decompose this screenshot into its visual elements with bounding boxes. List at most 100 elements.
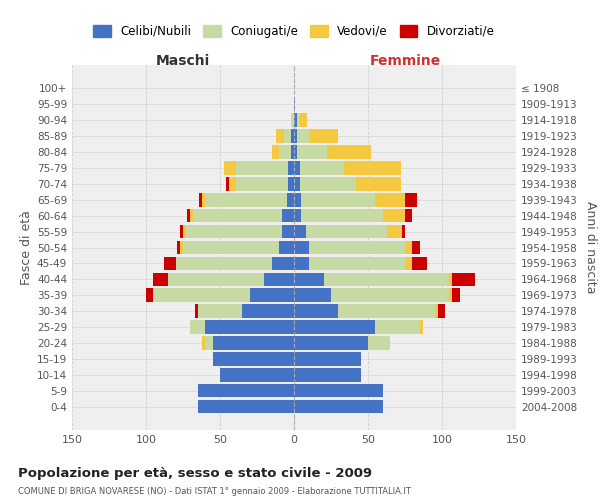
Bar — [437, 304, 445, 318]
Bar — [294, 272, 323, 286]
Bar — [176, 256, 272, 270]
Bar — [449, 272, 452, 286]
Bar — [294, 368, 361, 382]
Bar — [356, 177, 401, 190]
Bar — [265, 272, 294, 286]
Bar — [405, 240, 412, 254]
Bar — [294, 352, 361, 366]
Bar — [405, 209, 412, 222]
Bar — [282, 225, 294, 238]
Bar — [301, 193, 376, 206]
Bar — [187, 209, 190, 222]
Bar — [294, 320, 376, 334]
Bar — [412, 256, 427, 270]
Bar — [180, 240, 183, 254]
Bar — [309, 240, 405, 254]
Bar — [236, 177, 288, 190]
Bar — [205, 320, 294, 334]
Bar — [212, 352, 294, 366]
Bar — [338, 304, 434, 318]
Bar — [229, 177, 236, 190]
Bar — [294, 304, 338, 318]
Bar — [250, 288, 294, 302]
Legend: Celibi/Nubili, Coniugati/e, Vedovi/e, Divorziati/e: Celibi/Nubili, Coniugati/e, Vedovi/e, Di… — [89, 20, 499, 42]
Bar — [412, 240, 420, 254]
Bar — [212, 336, 294, 350]
Bar — [306, 225, 387, 238]
Bar — [405, 256, 412, 270]
Bar — [282, 209, 294, 222]
Bar — [242, 304, 294, 318]
Bar — [272, 256, 294, 270]
Bar — [288, 177, 294, 190]
Bar — [452, 288, 460, 302]
Bar — [288, 161, 294, 174]
Bar — [434, 304, 437, 318]
Bar — [279, 240, 294, 254]
Bar — [294, 193, 301, 206]
Bar — [193, 209, 282, 222]
Bar — [190, 320, 205, 334]
Bar — [168, 272, 265, 286]
Bar — [202, 193, 205, 206]
Bar — [272, 145, 279, 159]
Bar — [294, 145, 297, 159]
Bar — [276, 130, 284, 143]
Bar — [297, 114, 300, 127]
Bar — [294, 161, 300, 174]
Bar — [294, 336, 368, 350]
Bar — [383, 209, 405, 222]
Bar — [291, 130, 294, 143]
Bar — [190, 209, 193, 222]
Bar — [294, 225, 306, 238]
Bar — [420, 320, 423, 334]
Bar — [376, 320, 420, 334]
Bar — [291, 114, 294, 127]
Bar — [294, 240, 309, 254]
Bar — [300, 161, 344, 174]
Bar — [198, 304, 242, 318]
Bar — [402, 225, 405, 238]
Bar — [294, 177, 300, 190]
Bar — [387, 225, 402, 238]
Bar — [180, 225, 183, 238]
Bar — [146, 288, 154, 302]
Bar — [294, 130, 297, 143]
Bar — [220, 368, 294, 382]
Bar — [309, 256, 405, 270]
Bar — [309, 130, 338, 143]
Bar — [331, 288, 449, 302]
Bar — [205, 193, 287, 206]
Y-axis label: Fasce di età: Fasce di età — [20, 210, 33, 285]
Text: Femmine: Femmine — [370, 54, 440, 68]
Bar — [368, 336, 390, 350]
Bar — [226, 177, 229, 190]
Bar — [300, 177, 356, 190]
Bar — [199, 193, 202, 206]
Bar — [183, 225, 186, 238]
Text: COMUNE DI BRIGA NOVARESE (NO) - Dati ISTAT 1° gennaio 2009 - Elaborazione TUTTIT: COMUNE DI BRIGA NOVARESE (NO) - Dati IST… — [18, 488, 411, 496]
Bar — [344, 161, 401, 174]
Bar — [323, 272, 449, 286]
Bar — [164, 256, 176, 270]
Text: Popolazione per età, sesso e stato civile - 2009: Popolazione per età, sesso e stato civil… — [18, 468, 372, 480]
Bar — [300, 114, 307, 127]
Bar — [294, 400, 383, 413]
Bar — [198, 400, 294, 413]
Bar — [405, 193, 417, 206]
Bar — [291, 145, 294, 159]
Bar — [301, 209, 383, 222]
Bar — [224, 161, 236, 174]
Bar — [186, 225, 282, 238]
Bar — [287, 193, 294, 206]
Bar — [154, 272, 168, 286]
Bar — [294, 288, 331, 302]
Bar — [279, 145, 291, 159]
Bar — [202, 336, 205, 350]
Bar — [294, 256, 309, 270]
Bar — [236, 161, 288, 174]
Bar — [376, 193, 405, 206]
Bar — [452, 272, 475, 286]
Bar — [183, 240, 279, 254]
Bar — [198, 384, 294, 398]
